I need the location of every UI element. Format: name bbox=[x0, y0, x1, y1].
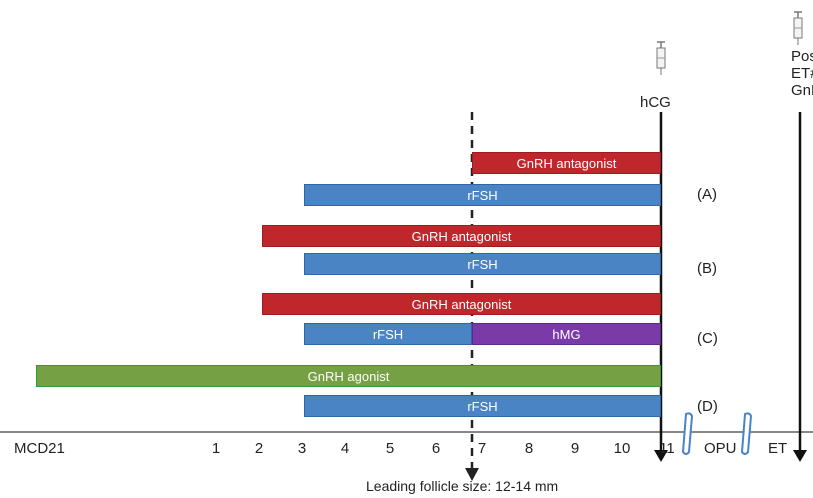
post-et-label-line: ET#3 bbox=[791, 65, 813, 82]
group-label-a: (A) bbox=[697, 186, 717, 203]
syringe-icon bbox=[656, 41, 666, 75]
axis-day-label: 8 bbox=[524, 440, 534, 457]
axis-opu-label: OPU bbox=[704, 440, 737, 457]
rfsh-bar-a: rFSH bbox=[304, 184, 661, 206]
gnrh-agonist-bar-d: GnRH agonist bbox=[36, 365, 661, 387]
axis-day-label: 10 bbox=[613, 440, 631, 457]
rfsh-bar-b: rFSH bbox=[304, 253, 661, 275]
gnrh-antagonist-bar-a: GnRH antagonist bbox=[472, 152, 661, 174]
axis-start-label: MCD21 bbox=[14, 440, 65, 457]
leading-follicle-label: Leading follicle size: 12-14 mm bbox=[366, 478, 559, 494]
axis-day-label: 1 bbox=[211, 440, 221, 457]
axis-day-label: 9 bbox=[570, 440, 580, 457]
group-label-b: (B) bbox=[697, 260, 717, 277]
axis-day-label: 3 bbox=[297, 440, 307, 457]
gnrh-antagonist-bar-c: GnRH antagonist bbox=[262, 293, 661, 315]
hcg-arrowhead bbox=[654, 450, 668, 462]
follicle-marker-arrowhead bbox=[465, 468, 479, 481]
axis-day-label: 7 bbox=[477, 440, 487, 457]
hmg-bar-c: hMG bbox=[472, 323, 661, 345]
post-et-label-line: Post bbox=[791, 48, 813, 65]
post-et-arrowhead bbox=[793, 450, 807, 462]
gnrh-antagonist-bar-b: GnRH antagonist bbox=[262, 225, 661, 247]
axis-break-marker bbox=[681, 412, 694, 455]
hcg-label: hCG bbox=[640, 94, 671, 111]
axis-day-label: 4 bbox=[340, 440, 350, 457]
rfsh-bar-c: rFSH bbox=[304, 323, 472, 345]
syringe-icon bbox=[793, 11, 803, 45]
group-label-d: (D) bbox=[697, 398, 718, 415]
axis-day-label: 6 bbox=[431, 440, 441, 457]
group-label-c: (C) bbox=[697, 330, 718, 347]
rfsh-bar-d: rFSH bbox=[304, 395, 661, 417]
axis-et-label: ET bbox=[768, 440, 788, 457]
axis-day-label: 5 bbox=[385, 440, 395, 457]
axis-day-label: 2 bbox=[254, 440, 264, 457]
axis-break-marker bbox=[740, 412, 753, 455]
axis-day-label: 11 bbox=[659, 440, 675, 457]
